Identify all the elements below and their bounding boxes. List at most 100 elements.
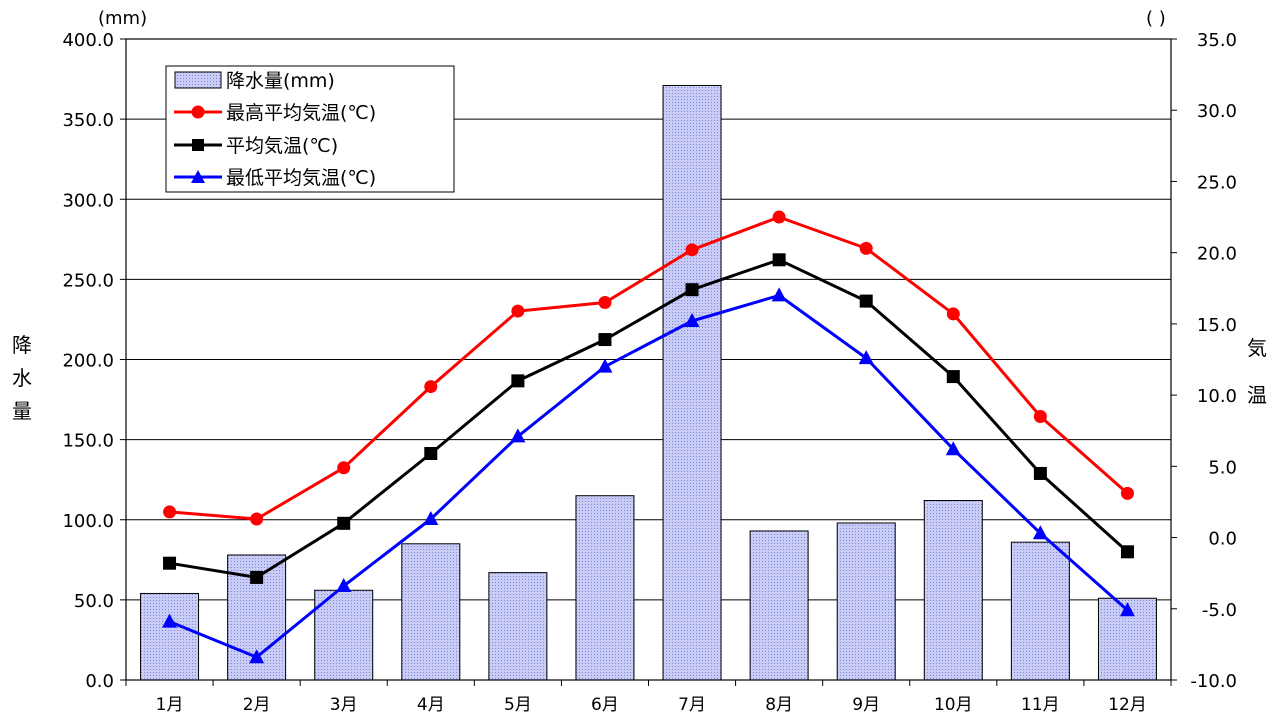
series-marker: [685, 243, 699, 257]
series-marker: [1033, 466, 1047, 480]
left-tick-label: 100.0: [62, 511, 114, 532]
precip-bar: [749, 530, 809, 681]
series-marker: [945, 441, 961, 456]
x-tick-label: 8月: [765, 695, 793, 715]
series-marker: [337, 516, 351, 530]
x-tick-label: 6月: [591, 695, 619, 715]
series-marker: [1120, 545, 1134, 559]
precip-bar: [836, 522, 896, 681]
series-marker: [511, 304, 525, 318]
right-tick-label: -5.0: [1202, 600, 1237, 621]
legend-min-marker: [191, 170, 205, 183]
x-tick-label: 10月: [934, 695, 973, 715]
left-tick-label: 50.0: [74, 591, 114, 612]
x-tick-label: 4月: [417, 695, 445, 715]
precip-bar: [1010, 541, 1070, 681]
right-tick-label: 5.0: [1208, 457, 1237, 478]
right-axis-label-char: 温: [1247, 383, 1267, 407]
precip-bar: [140, 592, 200, 681]
left-axis-label-char: 量: [12, 399, 32, 423]
series-marker: [859, 241, 873, 255]
right-tick-label: 0.0: [1208, 529, 1237, 550]
series-marker: [598, 296, 612, 310]
x-tick-label: 1月: [156, 695, 184, 715]
legend-avg-label: 平均気温(℃): [226, 135, 338, 157]
series-marker: [337, 461, 351, 475]
left-tick-label: 350.0: [62, 110, 114, 131]
series-marker: [598, 333, 612, 347]
precip-bar: [662, 84, 722, 681]
x-tick-label: 12月: [1108, 695, 1147, 715]
left-tick-label: 300.0: [62, 190, 114, 211]
left-tick-label: 400.0: [62, 30, 114, 51]
left-tick-label: 200.0: [62, 351, 114, 372]
series-marker: [424, 447, 438, 461]
series-line: [168, 293, 1129, 659]
left-axis-label-char: 降: [12, 333, 32, 357]
series-marker: [250, 570, 264, 584]
right-axis-label-char: 気: [1247, 336, 1267, 360]
series-marker: [684, 313, 700, 328]
right-tick-label: 30.0: [1197, 101, 1237, 122]
series-marker: [511, 374, 525, 388]
x-tick-label: 7月: [678, 695, 706, 715]
series-marker: [772, 210, 786, 224]
series-marker: [1032, 525, 1048, 540]
legend-max-label: 最高平均気温(℃): [226, 102, 376, 124]
series-marker: [163, 556, 177, 570]
legend-precip-swatch: [174, 71, 222, 89]
series-marker: [685, 283, 699, 297]
precip-bar: [923, 500, 983, 681]
x-tick-label: 9月: [852, 695, 880, 715]
right-tick-label: 35.0: [1197, 30, 1237, 51]
left-axis-label-char: 水: [12, 366, 32, 390]
precip-bar: [575, 495, 635, 681]
series-marker: [249, 649, 265, 664]
series-line: [169, 215, 1129, 521]
right-axis-unit: ( ): [1146, 8, 1166, 29]
series-marker: [946, 307, 960, 321]
legend: 降水量(mm) 最高平均気温(℃) 平均気温(℃) 最低平均気温(℃): [165, 65, 455, 193]
x-tick-label: 11月: [1021, 695, 1060, 715]
left-tick-label: 250.0: [62, 270, 114, 291]
series-marker: [859, 294, 873, 308]
series-marker: [424, 380, 438, 394]
right-tick-label: 15.0: [1197, 315, 1237, 336]
series-marker: [772, 253, 786, 267]
left-tick-label: 150.0: [62, 431, 114, 452]
right-tick-label: 10.0: [1197, 386, 1237, 407]
tick-labels: 0.0 50.0 100.0 150.0 200.0 250.0 300.0 350.0 400…: [62, 30, 1237, 715]
legend-max-marker: [191, 105, 205, 119]
precip-bar: [488, 572, 548, 681]
series-marker: [162, 613, 178, 628]
series-marker: [163, 505, 177, 519]
temperature-lines: [162, 210, 1135, 664]
right-tick-label: 20.0: [1197, 244, 1237, 265]
precip-bar: [314, 589, 374, 681]
right-tick-label: -10.0: [1190, 671, 1237, 692]
series-marker: [1120, 486, 1134, 500]
x-tick-label: 2月: [243, 695, 271, 715]
series-line: [169, 258, 1129, 579]
right-tick-label: 25.0: [1197, 172, 1237, 193]
series-marker: [510, 428, 526, 443]
series-marker: [946, 370, 960, 384]
legend-avg-marker: [192, 139, 204, 151]
left-axis-unit: (mm): [98, 8, 147, 29]
x-tick-label: 3月: [330, 695, 358, 715]
x-tick-label: 5月: [504, 695, 532, 715]
series-marker: [597, 358, 613, 373]
series-marker: [336, 577, 352, 592]
precip-bar: [401, 543, 461, 681]
left-tick-label: 0.0: [85, 671, 114, 692]
legend-min-label: 最低平均気温(℃): [226, 167, 376, 189]
series-marker: [858, 350, 874, 365]
series-marker: [771, 287, 787, 302]
series-marker: [1033, 409, 1047, 423]
series-marker: [423, 511, 439, 526]
series-marker: [250, 512, 264, 526]
axes: [120, 38, 1177, 686]
series-marker: [1119, 602, 1135, 617]
